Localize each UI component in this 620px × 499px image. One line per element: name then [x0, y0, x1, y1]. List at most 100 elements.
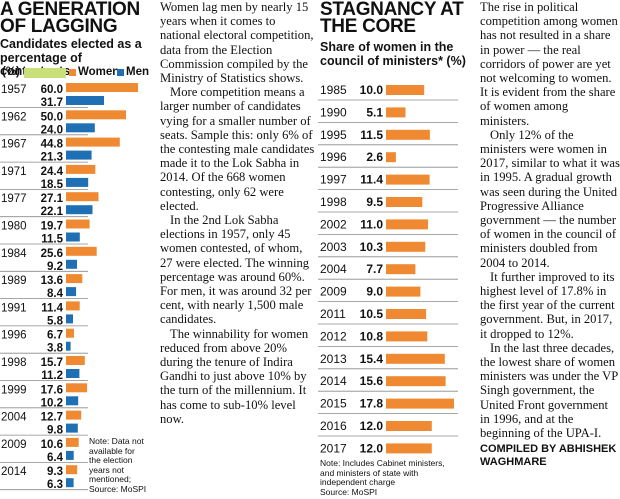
year-label: 2009: [1, 439, 27, 451]
men-bar: [66, 396, 79, 406]
share-value-label: 2.6: [366, 150, 383, 164]
men-value-label: 11.2: [41, 370, 63, 382]
men-bar: [66, 96, 104, 105]
women-bar: [66, 410, 82, 420]
year-label: 2017: [320, 441, 347, 455]
year-label: 2004: [1, 412, 27, 424]
women-value-label: 25.6: [41, 248, 63, 260]
share-value-label: 17.8: [360, 397, 384, 411]
right-note-line: and ministers of state with: [320, 467, 419, 478]
year-label: 1997: [320, 173, 347, 187]
men-value-label: 6.4: [47, 452, 64, 464]
left-headline: A GENERATION OF LAGGING: [0, 0, 140, 37]
share-bar: [386, 107, 406, 118]
share-value-label: 10.3: [360, 240, 384, 254]
share-value-label: 10.5: [360, 307, 384, 321]
share-value-label: 9.5: [366, 195, 383, 209]
share-value-label: 5.1: [366, 105, 383, 119]
year-label: 1990: [320, 105, 347, 119]
share-value-label: 12.0: [360, 441, 384, 455]
share-value-label: 10.8: [360, 329, 384, 343]
women-bar: [66, 164, 96, 174]
men-value-label: 18.5: [41, 179, 64, 191]
left-note: Note: Data not available for the election y…: [89, 436, 149, 494]
women-value-label: 60.0: [41, 84, 63, 96]
men-value-label: 9.2: [47, 261, 63, 273]
share-bar: [386, 398, 454, 409]
left-note-line: Source: MoSPI: [89, 483, 147, 494]
left-legend: (%) Women Men: [0, 66, 150, 80]
share-bar: [386, 443, 432, 454]
men-bar: [66, 369, 80, 378]
ministers-chart: 1985 10.0 1990 5.1 1995 11.5 1996 2.6 1997 11.4 19…: [318, 83, 458, 458]
share-bar: [386, 264, 416, 275]
unit-label: (%): [2, 66, 20, 78]
legend-women-bar: [24, 68, 66, 78]
year-label: 1980: [1, 221, 27, 233]
women-bar: [66, 301, 80, 311]
year-label: 2014: [320, 374, 347, 388]
share-value-label: 12.0: [360, 419, 384, 433]
year-label: 2003: [320, 240, 347, 254]
year-label: 2002: [320, 217, 347, 231]
year-label: 2004: [320, 262, 347, 276]
right-note-line: independent charge: [320, 477, 396, 487]
women-value-label: 50.0: [41, 111, 63, 123]
share-bar: [386, 286, 421, 297]
women-value-label: 6.7: [47, 330, 63, 342]
year-label: 2012: [320, 329, 347, 343]
year-label: 1991: [1, 302, 27, 314]
women-bar: [66, 356, 85, 365]
men-bar: [66, 314, 73, 324]
right-paragraph-1: The rise in political competition among …: [480, 0, 618, 128]
men-value-label: 10.2: [41, 397, 63, 409]
share-value-label: 9.0: [366, 285, 383, 299]
right-paragraph-2: Only 12% of the ministers were women in …: [480, 127, 620, 270]
men-value-label: 11.5: [41, 234, 63, 246]
women-bar: [66, 110, 126, 120]
share-value-label: 11.5: [360, 128, 383, 142]
year-label: 1971: [1, 166, 27, 178]
share-bar: [386, 129, 430, 140]
legend-men-swatch: [117, 69, 124, 76]
year-label: 2011: [320, 307, 346, 321]
share-value-label: 7.7: [366, 262, 383, 276]
men-bar: [66, 123, 95, 133]
women-bar: [66, 274, 83, 284]
left-note-line: mentioned;: [89, 474, 132, 484]
women-bar: [66, 192, 99, 202]
legend-women-swatch: [69, 69, 76, 76]
men-bar: [66, 205, 93, 215]
women-value-label: 10.6: [41, 439, 63, 451]
share-value-label: 11.0: [360, 217, 383, 231]
men-value-label: 22.1: [41, 206, 64, 218]
legend-women-label: Women: [78, 66, 120, 78]
men-bar: [66, 341, 71, 351]
year-label: 1989: [1, 275, 27, 287]
men-value-label: 9.8: [47, 425, 64, 437]
left-note-line: years not: [89, 464, 124, 475]
share-value-label: 10.0: [360, 83, 384, 97]
women-value-label: 13.6: [41, 275, 63, 287]
men-value-label: 3.8: [47, 343, 64, 355]
year-label: 1996: [1, 330, 27, 342]
women-value-label: 11.4: [41, 302, 63, 314]
share-value-label: 11.4: [360, 173, 383, 187]
men-value-label: 31.7: [41, 97, 63, 109]
right-headline: STAGNANCY AT THE CORE: [320, 0, 464, 37]
women-value-label: 17.6: [41, 384, 63, 396]
women-bar: [66, 437, 79, 447]
year-label: 2014: [1, 466, 27, 478]
men-bar: [66, 287, 77, 297]
middle-paragraph-1: Women lag men by nearly 15 years when it…: [160, 0, 314, 86]
men-value-label: 24.0: [41, 124, 63, 136]
women-value-label: 19.7: [41, 221, 63, 233]
year-label: 1996: [320, 150, 347, 164]
men-bar: [66, 232, 80, 242]
men-value-label: 21.3: [41, 152, 63, 164]
right-subtitle: Share of women in the council of ministe…: [320, 40, 466, 68]
year-label: 1957: [1, 84, 27, 96]
share-bar: [386, 152, 396, 163]
share-value-label: 15.4: [360, 352, 384, 366]
share-bar: [386, 197, 423, 207]
